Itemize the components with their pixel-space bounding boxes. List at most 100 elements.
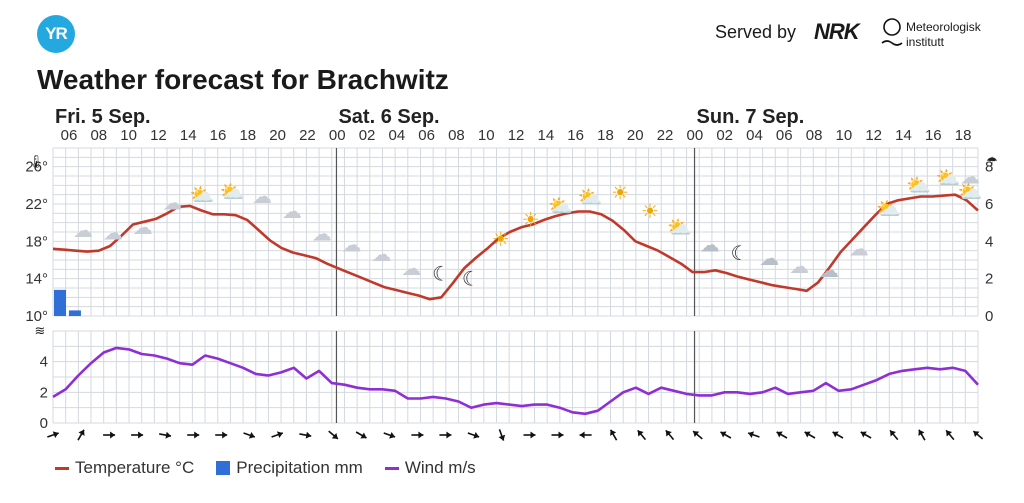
hour-tick-label: 16 (210, 127, 227, 144)
weather-symbol-partly-cloudy-day: ⛅ (220, 182, 245, 204)
legend-precipitation-label: Precipitation mm (236, 458, 363, 477)
hour-tick-label: 22 (299, 127, 316, 144)
precipitation-tick-label: 2 (985, 271, 993, 288)
wind-arrow-head (360, 432, 367, 439)
weather-symbol-sun: ☀ (641, 201, 659, 223)
hour-tick-label: 18 (239, 127, 256, 144)
legend-wind-swatch (384, 466, 399, 470)
wind-direction-arrow (355, 431, 367, 439)
weather-symbol-partly-cloudy-day: ⛅ (936, 168, 961, 190)
wind-direction-arrow (411, 431, 424, 439)
day-label: Sat. 6 Sep. (338, 106, 439, 128)
met-logo-text[interactable]: Meteorologisk institutt (906, 20, 981, 49)
nrk-logo[interactable]: NRK (814, 19, 860, 44)
hour-tick-label: 02 (716, 127, 733, 144)
wind-arrow-head (248, 432, 255, 439)
wind-direction-arrow (271, 431, 284, 438)
yr-logo[interactable]: YR (37, 15, 75, 53)
legend-wind-label: Wind m/s (404, 458, 476, 477)
wind-direction-arrow (439, 431, 452, 439)
wind-direction-arrow (776, 431, 788, 439)
legend-precipitation: Precipitation mm (216, 458, 363, 478)
weather-symbol-cloud: ☁ (312, 224, 332, 246)
wind-direction-arrow (383, 432, 396, 439)
wind-arrow-head (776, 431, 783, 438)
wind-direction-arrow (551, 431, 564, 439)
wind-direction-arrow (665, 429, 675, 441)
wind-direction-arrow (972, 430, 984, 440)
weather-symbol-partly-cloudy-day: ⛅ (548, 196, 573, 218)
wind-arrow-head (305, 431, 312, 439)
temperature-tick-label: 22° (25, 196, 48, 213)
wind-arrow-head (693, 431, 700, 438)
weather-symbol-sun: ☀ (522, 210, 540, 232)
wind-arrow-head (389, 432, 396, 439)
weather-symbol-partly-cloudy-day: ⛅ (876, 198, 901, 220)
temperature-tick-label: 14° (25, 271, 48, 288)
wind-line (52, 346, 979, 416)
weather-symbol-partly-cloudy-day: ⛅ (958, 182, 983, 204)
hour-tick-label: 14 (895, 127, 912, 144)
weather-chart: Fri. 5 Sep. Sat. 6 Sep. Sun. 7 Sep.06 08 10 1… (25, 106, 998, 441)
weather-symbol-cloud: ☁ (103, 223, 123, 245)
weather-symbol-cloud: ☁ (401, 258, 421, 280)
hour-tick-label: 04 (746, 127, 763, 144)
hour-tick-label: 00 (329, 127, 346, 144)
temperature-tick-label: 26° (25, 159, 48, 176)
wind-arrow-head (52, 431, 59, 438)
wind-direction-arrow (747, 431, 760, 438)
wind-arrow-head (890, 430, 896, 437)
temperature-tick-label: 10° (25, 308, 48, 325)
hour-tick-label: 06 (61, 127, 78, 144)
wind-direction-arrow (103, 431, 116, 439)
hour-tick-label: 14 (180, 127, 197, 144)
wind-arrow-head (138, 431, 144, 439)
legend-temperature: Temperature °C (55, 458, 194, 478)
hour-tick-label: 08 (806, 127, 823, 144)
weather-symbol-cloud: ☁ (252, 186, 272, 208)
wind-arrow-head (973, 431, 980, 438)
precipitation-bar (54, 289, 66, 316)
wind-direction-arrow (804, 431, 816, 439)
wind-arrow-head (222, 431, 228, 439)
hour-tick-label: 02 (359, 127, 376, 144)
weather-symbol-cloud: ☁ (163, 193, 183, 215)
weather-symbol-moon: ☾ (730, 243, 748, 265)
chart-legend: Temperature °C Precipitation mm Wind m/s (55, 458, 498, 478)
weather-symbol-moon: ☾ (462, 268, 480, 290)
wind-direction-arrow (579, 431, 592, 439)
weather-symbol-cloud: ☁ (73, 220, 93, 242)
weather-symbol-partly-cloudy-day: ⛅ (667, 217, 692, 239)
weather-symbol-cloud: ☁ (849, 238, 869, 260)
hour-tick-label: 22 (657, 127, 674, 144)
hour-tick-label: 00 (687, 127, 704, 144)
weather-symbol-partly-cloudy-night: ☁ (819, 260, 839, 282)
umbrella-icon: ☂ (986, 154, 998, 169)
wind-arrow-head (276, 431, 283, 438)
wind-arrow-head (918, 429, 925, 436)
wind-arrow-head (331, 432, 338, 439)
hour-tick-label: 08 (90, 127, 107, 144)
wind-arrow-head (832, 431, 839, 438)
wind-direction-arrow (47, 431, 59, 438)
hour-tick-label: 16 (567, 127, 584, 144)
wind-direction-arrow (243, 432, 256, 439)
wind-direction-arrow (637, 429, 647, 441)
day-label: Fri. 5 Sep. (55, 106, 151, 128)
legend-temperature-label: Temperature °C (75, 458, 195, 477)
temperature-tick-label: 18° (25, 233, 48, 250)
weather-symbol-moon: ☾ (432, 264, 450, 286)
hour-tick-label: 18 (955, 127, 972, 144)
wind-direction-arrow (467, 432, 480, 439)
temperature-line (52, 193, 979, 301)
legend-temperature-swatch (55, 466, 69, 470)
hour-tick-label: 06 (776, 127, 793, 144)
hour-tick-label: 12 (865, 127, 882, 144)
wind-arrow-head (165, 431, 172, 439)
wind-tick-label: 4 (40, 354, 48, 371)
precipitation-tick-label: 8 (985, 159, 993, 176)
wind-direction-arrow (328, 430, 339, 440)
precipitation-tick-label: 4 (985, 233, 993, 250)
served-by-label: Served by (715, 22, 797, 42)
hour-tick-label: 12 (508, 127, 525, 144)
